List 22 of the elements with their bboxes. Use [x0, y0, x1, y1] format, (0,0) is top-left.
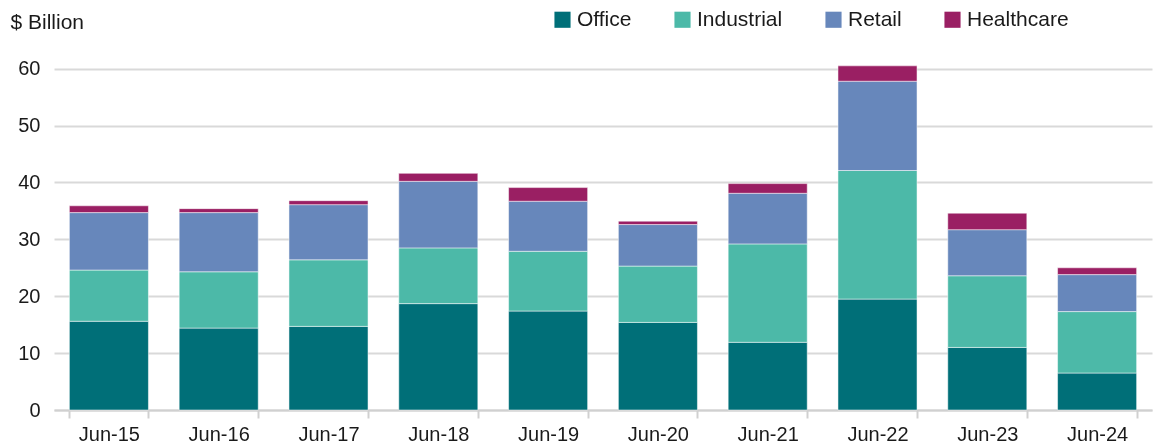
y-tick-label: 20: [18, 284, 41, 307]
y-tick-label: 60: [18, 57, 41, 80]
legend-label: Retail: [848, 6, 902, 30]
y-tick-label: 0: [29, 398, 41, 421]
x-tick-label: Jun-16: [188, 422, 250, 445]
y-tick-label: 50: [18, 114, 41, 137]
x-tick-label: Jun-22: [847, 422, 909, 445]
x-tick-label: Jun-19: [518, 422, 580, 445]
x-tick-label: Jun-15: [78, 422, 140, 445]
x-tick-label: Jun-24: [1067, 422, 1129, 445]
y-tick-label: 10: [18, 341, 41, 364]
legend-label: Office: [577, 6, 632, 30]
y-tick-label: 30: [18, 227, 41, 250]
x-tick-label: Jun-23: [957, 422, 1019, 445]
x-tick-label: Jun-17: [298, 422, 360, 445]
y-axis-title: $ Billion: [10, 9, 85, 33]
legend-label: Healthcare: [967, 6, 1069, 30]
x-tick-label: Jun-21: [737, 422, 799, 445]
legend-label: Industrial: [697, 6, 783, 30]
x-tick-label: Jun-18: [408, 422, 470, 445]
x-tick-label: Jun-20: [627, 422, 689, 445]
y-tick-label: 40: [18, 170, 41, 193]
